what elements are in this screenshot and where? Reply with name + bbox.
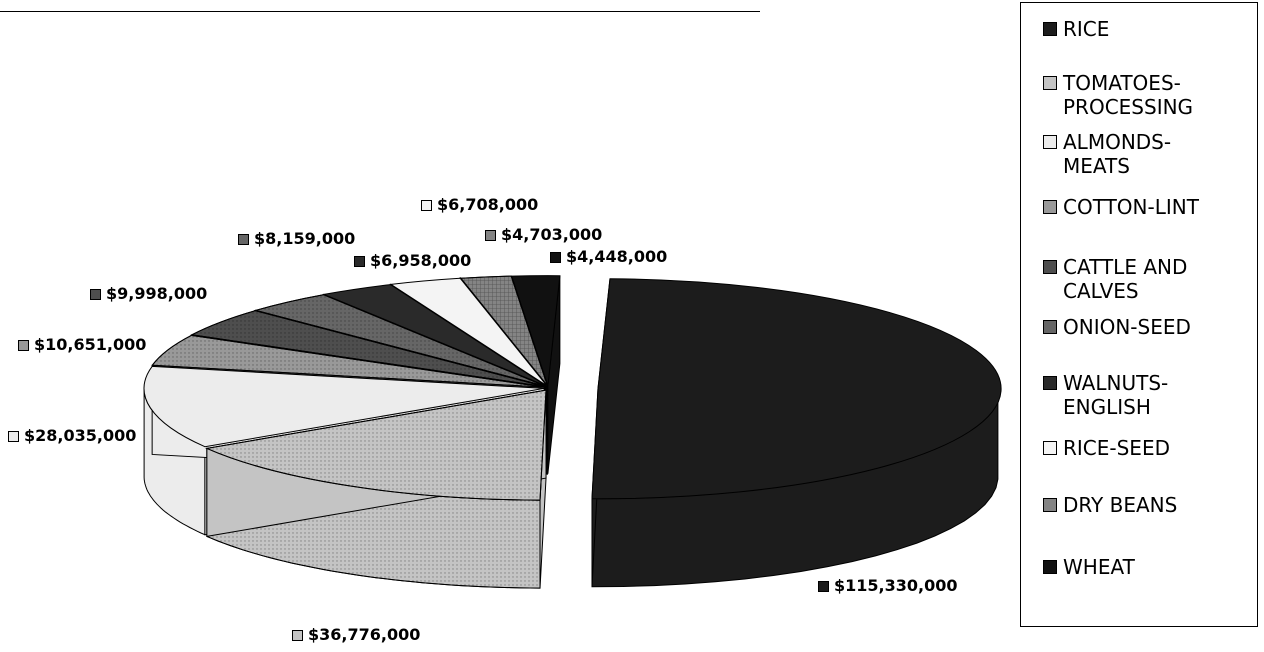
legend-label-line: RICE-SEED — [1063, 436, 1170, 460]
label-swatch — [292, 629, 303, 641]
legend-label-line: ALMONDS- — [1063, 130, 1172, 154]
data-label-onion-seed: $8,159,000 — [238, 231, 355, 247]
legend-label: COTTON-LINT — [1063, 195, 1253, 219]
data-label-dry-beans: $4,703,000 — [485, 227, 602, 243]
legend-label: ALMONDS- MEATS — [1063, 130, 1253, 178]
data-label-cotton-lint: $10,651,000 — [18, 337, 146, 353]
legend-swatch — [1043, 441, 1057, 455]
label-swatch — [421, 199, 432, 211]
label-value: $115,330,000 — [834, 576, 958, 595]
legend-label-line: ENGLISH — [1063, 395, 1151, 419]
label-swatch — [818, 580, 829, 592]
label-swatch — [550, 251, 561, 263]
legend-item: CATTLE AND CALVES — [1043, 255, 1253, 303]
label-value: $9,998,000 — [106, 284, 208, 303]
data-label-cattle-and-calves: $9,998,000 — [90, 286, 207, 302]
top-border-rule — [0, 0, 760, 12]
legend-item: WALNUTS- ENGLISH — [1043, 371, 1253, 419]
legend-swatch — [1043, 560, 1057, 574]
legend-label-line: ONION-SEED — [1063, 315, 1191, 339]
legend-label: WALNUTS- ENGLISH — [1063, 371, 1253, 419]
legend-swatch — [1043, 135, 1057, 149]
pie-slice-rice-seed — [389, 277, 548, 387]
label-swatch — [90, 288, 101, 300]
label-swatch — [8, 430, 19, 442]
legend-swatch — [1043, 320, 1057, 334]
data-label-rice-seed: $6,708,000 — [421, 197, 538, 213]
pie-slice-texture — [253, 294, 546, 387]
data-label-almonds-meats: $28,035,000 — [8, 428, 136, 444]
legend-label-line: RICE — [1063, 17, 1110, 41]
pie-slice-rice — [591, 278, 1002, 500]
legend-label: RICE-SEED — [1063, 436, 1253, 460]
legend-swatch — [1043, 22, 1057, 36]
label-value: $36,776,000 — [308, 625, 421, 644]
pie-slice-texture — [205, 389, 547, 501]
legend-label-line: DRY BEANS — [1063, 493, 1178, 517]
legend-label-line: CATTLE AND — [1063, 255, 1188, 279]
data-label-wheat: $4,448,000 — [550, 249, 667, 265]
legend-item: ALMONDS- MEATS — [1043, 130, 1253, 178]
legend-label-line: MEATS — [1063, 154, 1130, 178]
pie-chart — [143, 275, 1002, 589]
legend-label: DRY BEANS — [1063, 493, 1253, 517]
legend-label-line: WHEAT — [1063, 555, 1135, 579]
legend-item: WHEAT — [1043, 555, 1253, 579]
label-value: $28,035,000 — [24, 426, 137, 445]
legend-item: DRY BEANS — [1043, 493, 1253, 517]
label-value: $6,708,000 — [437, 195, 539, 214]
legend: RICE TOMATOES- PROCESSING ALMONDS- MEATS COTT… — [1020, 2, 1258, 627]
label-swatch — [18, 339, 29, 351]
pie-slice-texture — [151, 334, 545, 388]
legend-swatch — [1043, 376, 1057, 390]
legend-label-line: WALNUTS- — [1063, 371, 1169, 395]
label-swatch — [485, 229, 496, 241]
legend-label-line: TOMATOES- — [1063, 71, 1181, 95]
pie-slice-almonds-meats — [143, 365, 545, 448]
legend-swatch — [1043, 76, 1057, 90]
legend-item: RICE — [1043, 17, 1253, 41]
label-value: $6,958,000 — [370, 251, 472, 270]
legend-label-line: PROCESSING — [1063, 95, 1194, 119]
data-label-rice: $115,330,000 — [818, 578, 957, 594]
label-swatch — [354, 255, 365, 267]
legend-label: CATTLE AND CALVES — [1063, 255, 1253, 303]
label-value: $4,448,000 — [566, 247, 668, 266]
pie-slice-texture — [190, 310, 545, 388]
data-label-walnuts-english: $6,958,000 — [354, 253, 471, 269]
label-value: $10,651,000 — [34, 335, 147, 354]
data-label-tomatoes-processing: $36,776,000 — [292, 627, 420, 643]
legend-label-line: CALVES — [1063, 279, 1139, 303]
legend-label: ONION-SEED — [1063, 315, 1253, 339]
legend-label-line: COTTON-LINT — [1063, 195, 1199, 219]
legend-label: RICE — [1063, 17, 1253, 41]
legend-swatch — [1043, 498, 1057, 512]
legend-item: COTTON-LINT — [1043, 195, 1253, 219]
legend-label: WHEAT — [1063, 555, 1253, 579]
label-value: $4,703,000 — [501, 225, 603, 244]
legend-item: ONION-SEED — [1043, 315, 1253, 339]
pie-slice-walnuts-english — [322, 284, 547, 387]
label-swatch — [238, 233, 249, 245]
legend-item: TOMATOES- PROCESSING — [1043, 71, 1253, 119]
legend-swatch — [1043, 200, 1057, 214]
label-value: $8,159,000 — [254, 229, 356, 248]
legend-item: RICE-SEED — [1043, 436, 1253, 460]
pie-slice-texture — [459, 275, 548, 386]
legend-swatch — [1043, 260, 1057, 274]
legend-label: TOMATOES- PROCESSING — [1063, 71, 1253, 119]
